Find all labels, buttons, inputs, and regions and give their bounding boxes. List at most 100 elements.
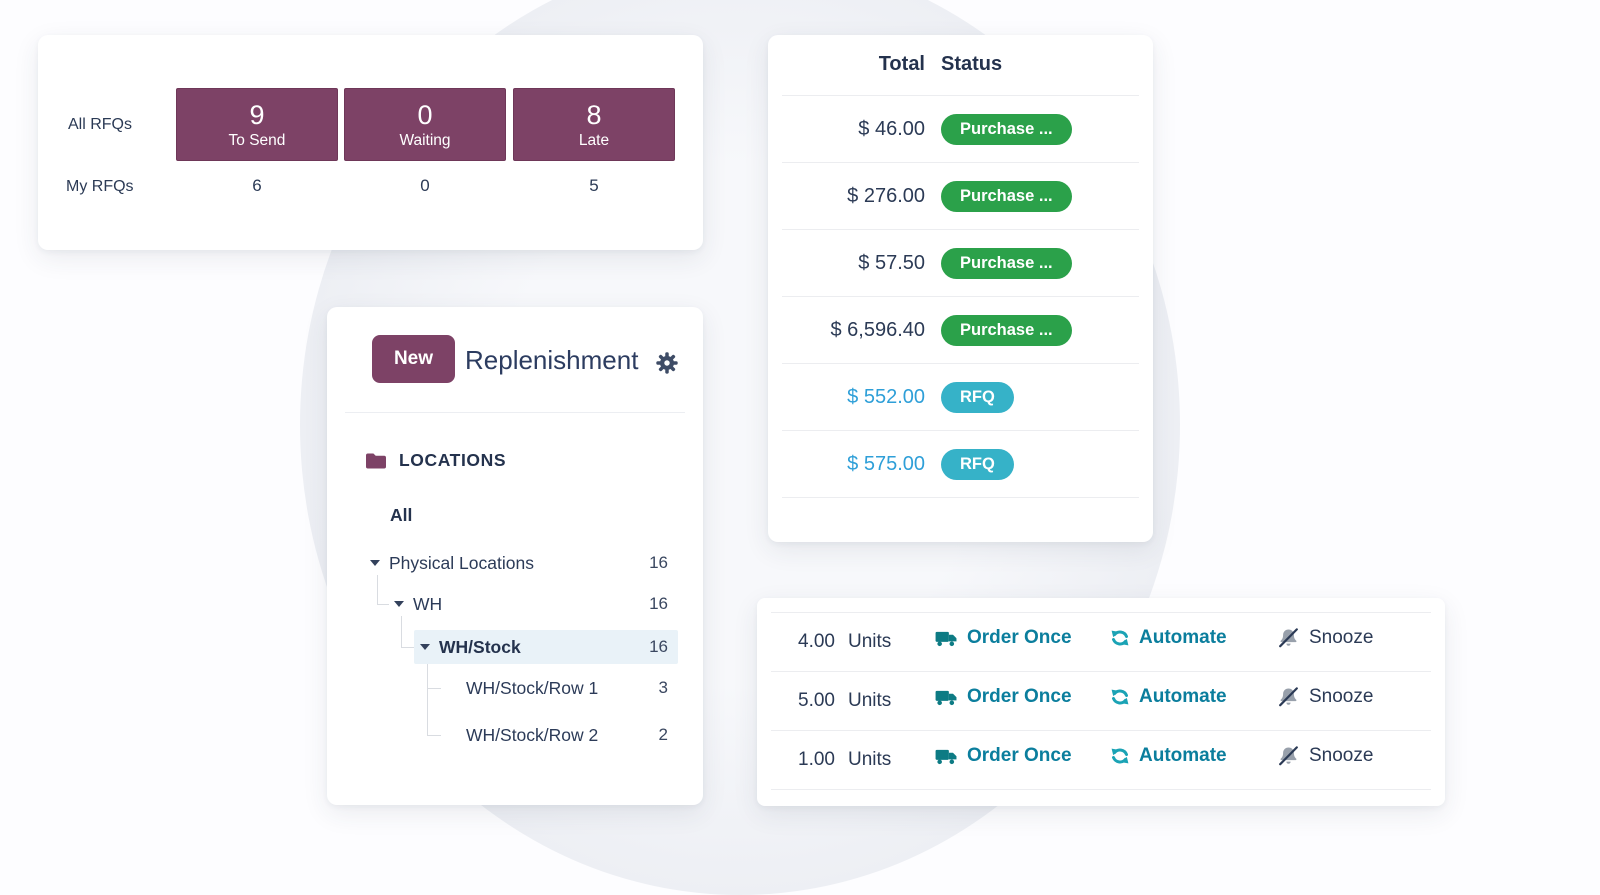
refresh-icon: [1110, 628, 1130, 648]
order-once-button[interactable]: Order Once: [935, 745, 1072, 767]
automate-label: Automate: [1139, 686, 1227, 707]
replenish-row[interactable]: 5.00 Units Order Once: [771, 671, 1431, 730]
truck-icon: [935, 688, 958, 707]
status-badge: Purchase ...: [941, 247, 1072, 279]
to-send-label: To Send: [228, 131, 286, 149]
tree-item-count: 16: [649, 594, 668, 613]
waiting-count: 0: [417, 99, 433, 130]
tree-item-all[interactable]: All: [390, 498, 678, 532]
my-late-count[interactable]: 5: [589, 176, 599, 195]
status-badge: Purchase ...: [941, 314, 1072, 346]
order-row[interactable]: $ 6,596.40 Purchase ...: [782, 296, 1139, 363]
gear-icon[interactable]: [655, 351, 679, 375]
order-total: $ 46.00: [858, 117, 925, 140]
replenishment-card: New Replenishment LOCATIONS: [327, 307, 703, 805]
order-total: $ 575.00: [847, 452, 925, 475]
automate-label: Automate: [1139, 627, 1227, 648]
tree-item-count: 3: [658, 678, 668, 697]
stat-box-waiting[interactable]: 0 Waiting: [344, 88, 506, 161]
refresh-icon: [1110, 746, 1130, 766]
tree-item-label: All: [390, 504, 413, 525]
snooze-button[interactable]: Snooze: [1277, 686, 1373, 708]
orders-table-body: $ 46.00 Purchase ... $ 276.00 Purchase .…: [782, 95, 1139, 498]
tree-connector: [427, 688, 441, 689]
stat-box-late[interactable]: 8 Late: [513, 88, 675, 161]
tree-item-label: WH/Stock/Row 2: [466, 724, 599, 745]
status-badge: RFQ: [941, 448, 1014, 480]
order-row[interactable]: $ 575.00 RFQ: [782, 430, 1139, 497]
quantity-value: 1.00: [798, 749, 835, 770]
late-label: Late: [578, 131, 610, 149]
orders-status-card: Total Status $ 46.00 Purchase ... $ 276.…: [768, 35, 1153, 542]
to-send-count: 9: [249, 99, 265, 130]
order-total: $ 552.00: [847, 385, 925, 408]
status-badge: Purchase ...: [941, 113, 1072, 145]
tree-connector: [401, 647, 414, 648]
all-rfqs-label: All RFQs: [68, 116, 132, 133]
automate-button[interactable]: Automate: [1110, 686, 1227, 708]
order-row[interactable]: $ 552.00 RFQ: [782, 363, 1139, 430]
order-once-button[interactable]: Order Once: [935, 686, 1072, 708]
tree-item-physical-locations[interactable]: Physical Locations 16: [370, 546, 678, 580]
bell-slash-icon: [1277, 746, 1300, 766]
late-count: 8: [586, 99, 602, 130]
order-row[interactable]: $ 276.00 Purchase ...: [782, 162, 1139, 229]
header-divider: [345, 412, 685, 413]
status-column-header: Status: [941, 53, 1003, 75]
quantity-value: 4.00: [798, 631, 835, 652]
refresh-icon: [1110, 687, 1130, 707]
tree-item-label: Physical Locations: [389, 552, 534, 573]
bell-slash-icon: [1277, 628, 1300, 648]
tree-item-wh-stock-row1[interactable]: WH/Stock/Row 1 3: [466, 671, 678, 705]
unit-of-measure: Units: [848, 690, 892, 711]
order-total: $ 276.00: [847, 184, 925, 207]
page-title: Replenishment: [465, 345, 639, 375]
replenish-row[interactable]: 1.00 Units Order Once: [771, 730, 1431, 789]
tree-connector: [427, 735, 441, 736]
rfq-stats-card: All RFQs My RFQs 9 To Send 0 Waiting 8 L…: [38, 35, 703, 250]
locations-section-header: LOCATIONS: [365, 450, 506, 471]
unit-of-measure: Units: [848, 631, 892, 652]
page-background: All RFQs My RFQs 9 To Send 0 Waiting 8 L…: [38, 0, 1445, 895]
replenish-rows: 4.00 Units Order Once: [771, 612, 1431, 790]
snooze-button[interactable]: Snooze: [1277, 745, 1373, 767]
replenish-row[interactable]: 4.00 Units Order Once: [771, 612, 1431, 671]
order-row[interactable]: $ 57.50 Purchase ...: [782, 229, 1139, 296]
snooze-button[interactable]: Snooze: [1277, 627, 1373, 649]
caret-down-icon[interactable]: [370, 560, 380, 566]
my-to-send-count[interactable]: 6: [252, 176, 262, 195]
order-once-label: Order Once: [967, 686, 1072, 707]
waiting-label: Waiting: [399, 131, 451, 149]
status-badge: Purchase ...: [941, 180, 1072, 212]
automate-label: Automate: [1139, 745, 1227, 766]
stat-box-to-send[interactable]: 9 To Send: [176, 88, 338, 161]
tree-item-wh-stock-row2[interactable]: WH/Stock/Row 2 2: [466, 718, 678, 752]
quantity-value: 5.00: [798, 690, 835, 711]
new-button[interactable]: New: [372, 335, 455, 383]
order-once-label: Order Once: [967, 745, 1072, 766]
my-waiting-count[interactable]: 0: [420, 176, 430, 195]
orders-table-header: Total Status: [768, 35, 1153, 95]
automate-button[interactable]: Automate: [1110, 745, 1227, 767]
tree-item-wh[interactable]: WH 16: [394, 587, 678, 621]
replenish-actions-card: 4.00 Units Order Once: [757, 598, 1445, 806]
order-total: $ 57.50: [858, 251, 925, 274]
order-row[interactable]: $ 46.00 Purchase ...: [782, 95, 1139, 162]
snooze-label: Snooze: [1309, 627, 1374, 648]
bell-slash-icon: [1277, 687, 1300, 707]
locations-title: LOCATIONS: [399, 450, 507, 470]
snooze-label: Snooze: [1309, 745, 1374, 766]
tree-item-label: WH/Stock: [439, 636, 521, 657]
status-badge: RFQ: [941, 381, 1014, 413]
caret-down-icon[interactable]: [394, 601, 404, 607]
tree-item-count: 16: [649, 553, 668, 572]
order-total: $ 6,596.40: [830, 318, 925, 341]
automate-button[interactable]: Automate: [1110, 627, 1227, 649]
tree-connector: [377, 604, 389, 605]
folder-icon: [365, 452, 387, 470]
order-once-button[interactable]: Order Once: [935, 627, 1072, 649]
tree-item-count: 16: [649, 637, 668, 656]
caret-down-icon[interactable]: [420, 644, 430, 650]
tree-item-wh-stock-selected[interactable]: WH/Stock 16: [414, 630, 678, 664]
truck-icon: [935, 747, 958, 766]
